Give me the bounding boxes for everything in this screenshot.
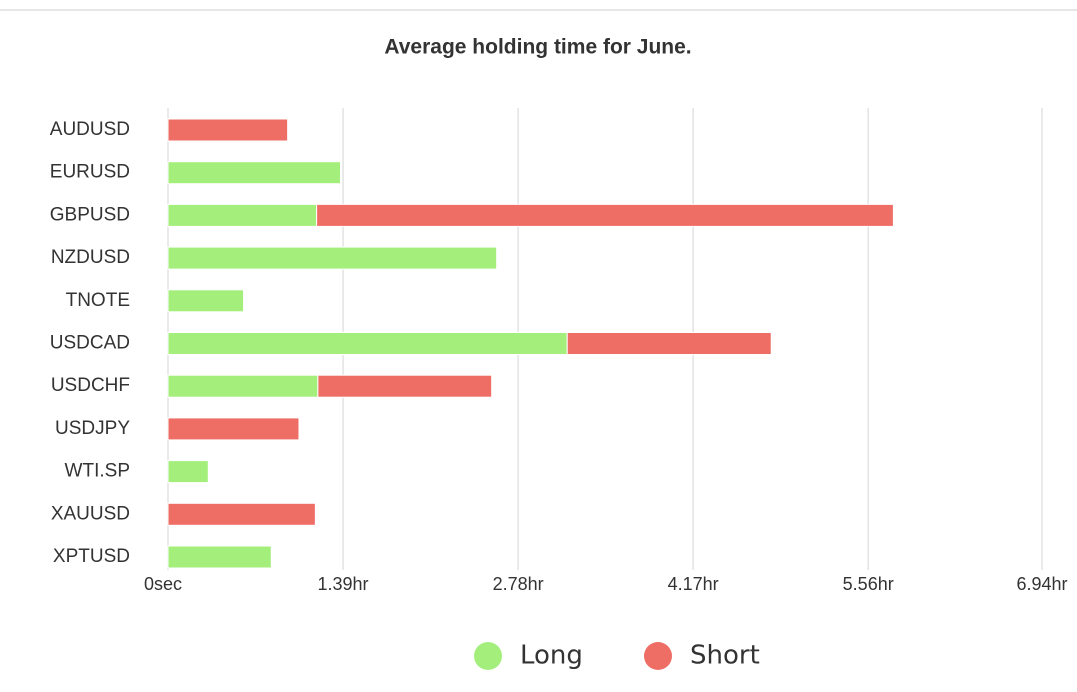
y-tick-label: NZDUSD	[51, 247, 130, 268]
y-tick-label: XAUUSD	[51, 503, 130, 524]
legend-label: Short	[690, 641, 760, 671]
bar	[167, 332, 568, 355]
bar	[316, 203, 894, 227]
bar	[167, 417, 300, 441]
x-tick-label: 2.78hr	[493, 574, 544, 594]
y-tick-label: WTI.SP	[65, 461, 130, 482]
x-tick-label: 1.39hr	[318, 574, 369, 594]
chart-title: Average holding time for June.	[384, 36, 691, 59]
x-tick-label: 0sec	[144, 574, 182, 594]
bar	[317, 374, 493, 398]
y-tick-label: GBPUSD	[50, 204, 130, 225]
bar	[566, 332, 772, 355]
y-tick-label: USDJPY	[55, 418, 130, 439]
y-tick-label: USDCAD	[50, 333, 130, 354]
bar	[167, 502, 316, 526]
bar	[167, 161, 342, 185]
bar	[167, 289, 245, 313]
bar	[167, 246, 498, 270]
y-tick-label: EURUSD	[50, 162, 130, 183]
bar	[167, 545, 272, 569]
y-tick-label: TNOTE	[66, 290, 130, 311]
x-tick-label: 6.94hr	[1016, 574, 1067, 594]
bar	[167, 460, 209, 484]
legend-marker	[474, 642, 502, 670]
y-tick-label: AUDUSD	[50, 119, 130, 140]
legend-label: Long	[520, 641, 583, 671]
legend-marker	[644, 642, 672, 670]
bar	[167, 203, 318, 227]
x-tick-label: 4.17hr	[668, 574, 719, 594]
y-tick-label: XPTUSD	[53, 546, 130, 567]
bar	[167, 118, 289, 142]
y-tick-label: USDCHF	[51, 375, 130, 396]
x-tick-label: 5.56hr	[843, 574, 894, 594]
bar	[167, 374, 319, 398]
